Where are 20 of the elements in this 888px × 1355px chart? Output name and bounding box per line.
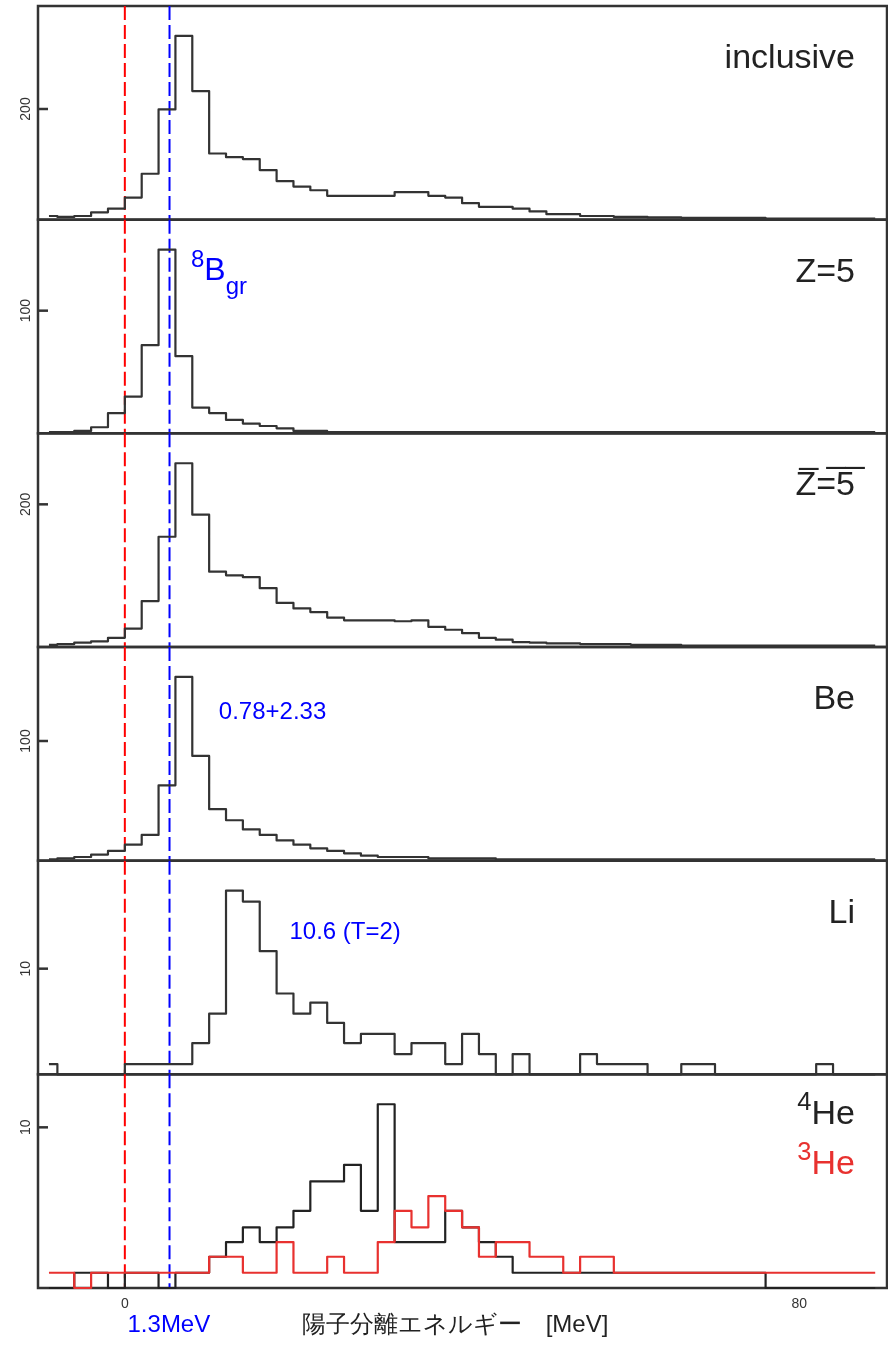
x-axis-title: 陽子分離エネルギー [MeV] — [301, 1310, 609, 1337]
text: 100 — [17, 729, 33, 753]
annotation: 10.6 (T=2) — [289, 916, 401, 944]
text: 10 — [17, 1119, 33, 1136]
annotation: 0.78+2.33 — [218, 696, 327, 724]
chart-title: Z̅=̅5̅ — [795, 464, 865, 503]
x-tick-label: 80 — [791, 1295, 808, 1311]
ref-line-label: 1.3MeV — [127, 1310, 211, 1337]
text: 100 — [17, 298, 33, 323]
text: $^{4}$He — [797, 1087, 855, 1132]
x-tick-label: 0 — [120, 1295, 129, 1311]
chart-title: Li — [828, 891, 855, 930]
chart-title: Z=5 — [795, 250, 855, 289]
chart-title: inclusive — [724, 37, 855, 75]
annotation: $^{8}$B$_{gr}$ — [190, 244, 248, 299]
text: $^{3}$He — [797, 1137, 855, 1182]
text: 200 — [17, 492, 33, 517]
chart-title: Be — [813, 678, 855, 716]
text: 10 — [17, 960, 33, 977]
text: 200 — [17, 97, 33, 121]
